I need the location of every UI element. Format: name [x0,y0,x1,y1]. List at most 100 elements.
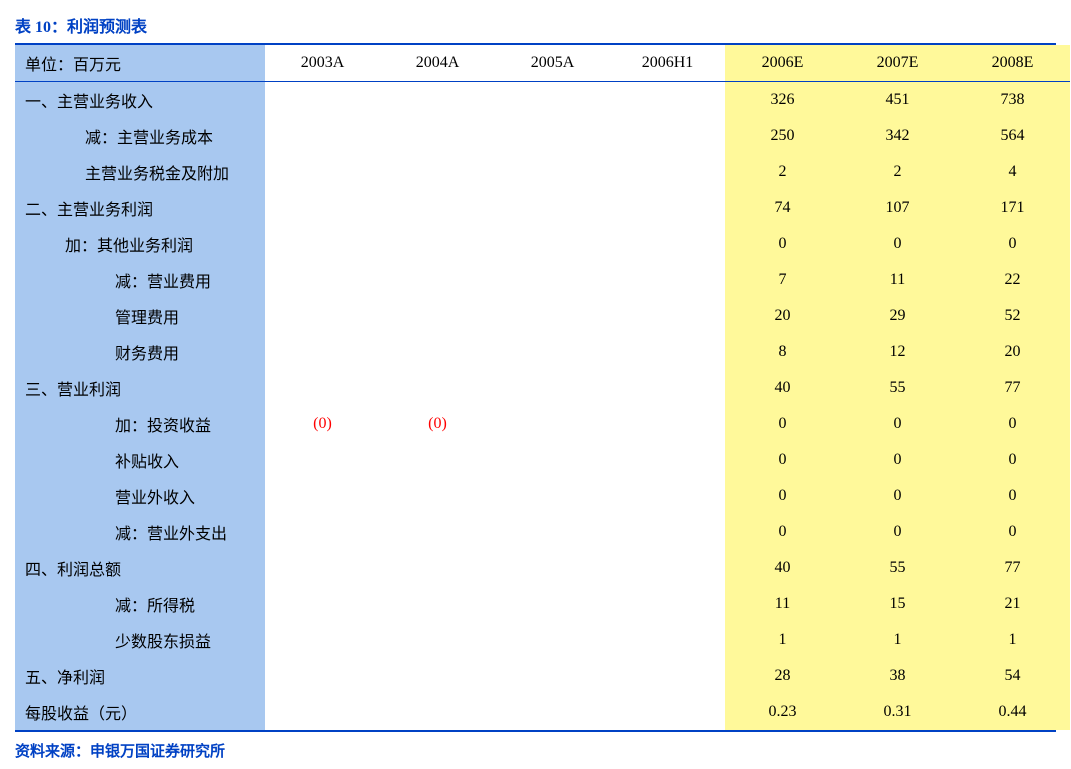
table-row: 财务费用81220 [15,334,1070,370]
cell: 250 [725,118,840,154]
cell [265,298,380,334]
table-row: 三、营业利润405577 [15,370,1070,406]
cell [265,694,380,730]
header-row: 单位：百万元 2003A2004A2005A2006H12006E2007E20… [15,45,1070,82]
cell: 0 [955,514,1070,550]
cell [265,658,380,694]
cell: 77 [955,550,1070,586]
cell: 0.31 [840,694,955,730]
row-label: 减：营业费用 [15,262,265,298]
cell: 0 [840,478,955,514]
cell: 22 [955,262,1070,298]
row-label: 每股收益（元） [15,694,265,730]
row-label: 一、主营业务收入 [15,82,265,119]
cell [380,550,495,586]
cell: 74 [725,190,840,226]
table-row: 四、利润总额 405577 [15,550,1070,586]
cell: 0 [725,226,840,262]
cell [495,514,610,550]
cell: 0 [840,406,955,442]
table-row: 减：所得税111521 [15,586,1070,622]
row-label: 二、主营业务利润 [15,190,265,226]
table-row: 一、主营业务收入326451738 [15,82,1070,119]
cell [265,334,380,370]
cell [265,154,380,190]
column-header: 2006E [725,45,840,82]
cell [495,622,610,658]
cell: 0.44 [955,694,1070,730]
cell: 107 [840,190,955,226]
cell: 52 [955,298,1070,334]
cell: 0 [725,442,840,478]
cell [495,478,610,514]
cell: 1 [840,622,955,658]
cell: 0 [840,226,955,262]
source-label: 资料来源：申银万国证券研究所 [15,732,1056,761]
cell [610,478,725,514]
cell [380,118,495,154]
table-row: 补贴收入000 [15,442,1070,478]
cell [265,190,380,226]
cell [495,406,610,442]
cell: 12 [840,334,955,370]
cell [610,370,725,406]
cell [380,190,495,226]
cell: 1 [955,622,1070,658]
cell [265,622,380,658]
cell: 0 [955,406,1070,442]
cell: 2 [840,154,955,190]
cell: 0 [725,406,840,442]
cell [380,262,495,298]
cell [265,118,380,154]
cell: 2 [725,154,840,190]
table-row: 少数股东损益111 [15,622,1070,658]
cell: 8 [725,334,840,370]
cell [495,370,610,406]
cell [380,586,495,622]
row-label: 减：主营业务成本 [15,118,265,154]
cell: 38 [840,658,955,694]
cell: 0 [955,442,1070,478]
table-title: 表 10：利润预测表 [15,8,1056,43]
row-label: 补贴收入 [15,442,265,478]
cell: 11 [840,262,955,298]
table-row: 加：投资收益(0)(0)000 [15,406,1070,442]
cell: 451 [840,82,955,119]
cell: 1 [725,622,840,658]
cell: 54 [955,658,1070,694]
cell [610,226,725,262]
row-label: 减：营业外支出 [15,514,265,550]
row-label: 五、净利润 [15,658,265,694]
cell [610,586,725,622]
cell: (0) [380,406,495,442]
table-row: 减：主营业务成本250342564 [15,118,1070,154]
profit-forecast-table: 单位：百万元 2003A2004A2005A2006H12006E2007E20… [15,45,1070,730]
cell [610,658,725,694]
cell [610,514,725,550]
cell: 55 [840,550,955,586]
cell: 40 [725,370,840,406]
cell [495,154,610,190]
cell [610,190,725,226]
cell [380,226,495,262]
cell: 0 [725,514,840,550]
cell: 40 [725,550,840,586]
cell [380,82,495,119]
table-row: 管理费用202952 [15,298,1070,334]
cell [495,694,610,730]
cell [495,442,610,478]
row-label: 四、利润总额 [15,550,265,586]
cell [495,262,610,298]
cell [265,514,380,550]
cell [495,226,610,262]
cell [380,154,495,190]
column-header: 2003A [265,45,380,82]
cell [265,586,380,622]
row-label: 加：其他业务利润 [15,226,265,262]
cell: 11 [725,586,840,622]
cell: 7 [725,262,840,298]
cell [380,334,495,370]
table-row: 每股收益（元） 0.230.310.44 [15,694,1070,730]
cell: 0.23 [725,694,840,730]
cell [495,118,610,154]
